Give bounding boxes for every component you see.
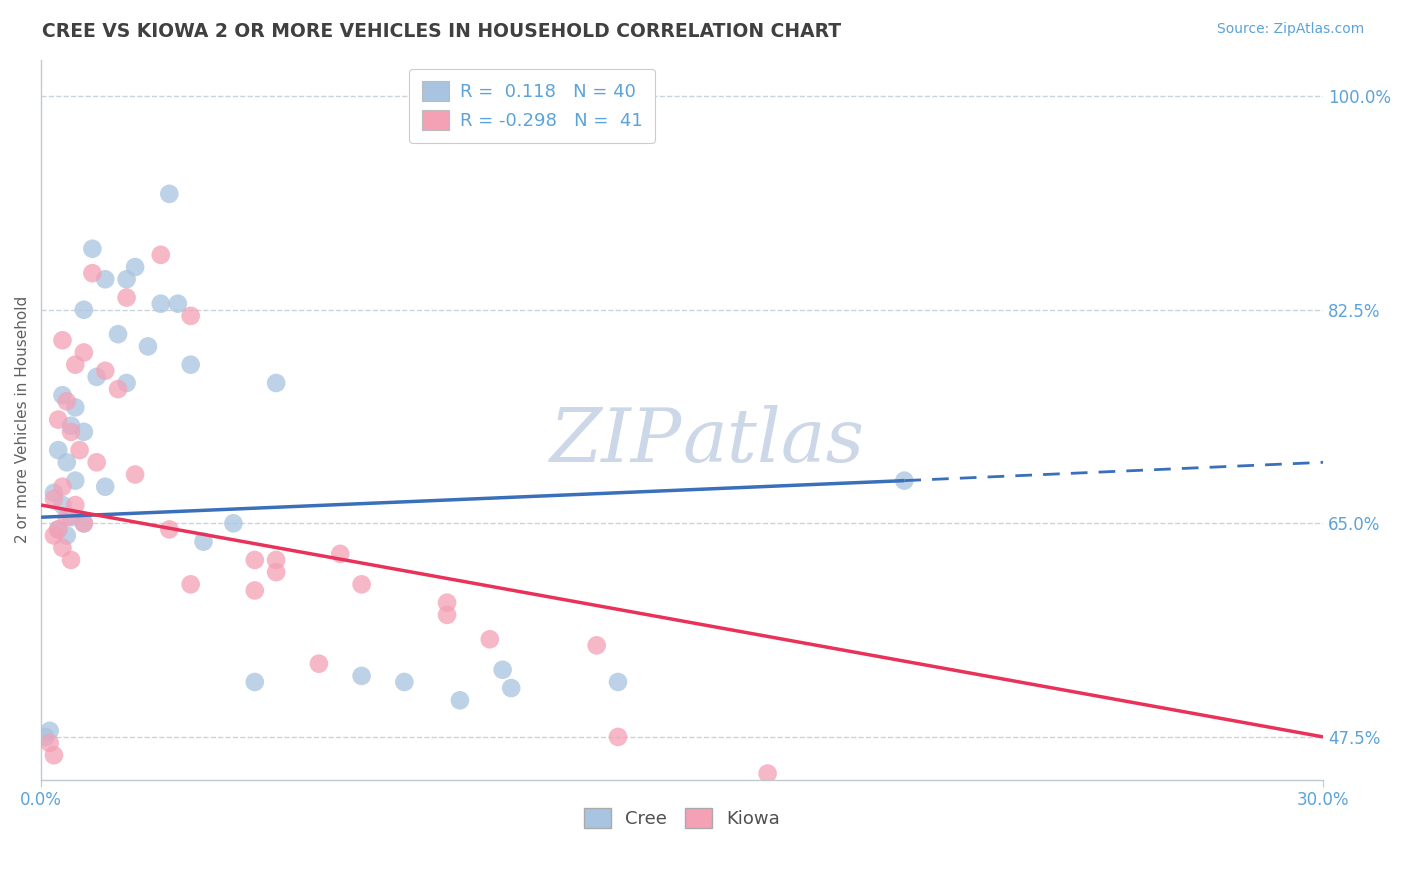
Point xyxy=(42,528,65,542)
Point xyxy=(86,370,108,384)
Point xyxy=(60,553,83,567)
Point xyxy=(115,291,138,305)
Point xyxy=(42,748,65,763)
Point xyxy=(65,358,87,372)
Point xyxy=(585,639,607,653)
Point xyxy=(350,669,373,683)
Point xyxy=(46,523,69,537)
Point xyxy=(73,425,96,439)
Point xyxy=(60,510,83,524)
Point xyxy=(60,418,83,433)
Point xyxy=(82,242,104,256)
Text: atlas: atlas xyxy=(682,405,865,477)
Point xyxy=(436,596,458,610)
Point xyxy=(65,401,87,415)
Point xyxy=(69,443,91,458)
Point xyxy=(38,736,60,750)
Point xyxy=(350,577,373,591)
Point xyxy=(55,510,77,524)
Point xyxy=(65,474,87,488)
Point xyxy=(124,467,146,482)
Text: CREE VS KIOWA 2 OR MORE VEHICLES IN HOUSEHOLD CORRELATION CHART: CREE VS KIOWA 2 OR MORE VEHICLES IN HOUS… xyxy=(42,22,841,41)
Point xyxy=(449,693,471,707)
Point xyxy=(180,358,202,372)
Legend: Cree, Kiowa: Cree, Kiowa xyxy=(576,801,787,836)
Point xyxy=(167,296,190,310)
Point xyxy=(60,425,83,439)
Point xyxy=(51,498,73,512)
Point xyxy=(42,491,65,506)
Point xyxy=(94,480,117,494)
Point xyxy=(65,498,87,512)
Point xyxy=(107,327,129,342)
Point xyxy=(149,296,172,310)
Point xyxy=(55,455,77,469)
Text: ZIP: ZIP xyxy=(550,405,682,477)
Point xyxy=(73,302,96,317)
Point xyxy=(115,272,138,286)
Point xyxy=(436,607,458,622)
Point xyxy=(73,345,96,359)
Point xyxy=(329,547,352,561)
Point xyxy=(82,266,104,280)
Point xyxy=(157,523,180,537)
Point xyxy=(893,474,915,488)
Y-axis label: 2 or more Vehicles in Household: 2 or more Vehicles in Household xyxy=(15,296,30,543)
Point xyxy=(94,272,117,286)
Point xyxy=(607,730,630,744)
Point xyxy=(73,516,96,531)
Point xyxy=(264,553,287,567)
Point xyxy=(478,632,501,647)
Point xyxy=(46,443,69,458)
Point xyxy=(55,528,77,542)
Point xyxy=(501,681,523,695)
Point xyxy=(42,485,65,500)
Point xyxy=(86,455,108,469)
Point xyxy=(607,675,630,690)
Point xyxy=(264,376,287,390)
Point xyxy=(55,394,77,409)
Point xyxy=(51,388,73,402)
Point xyxy=(243,583,266,598)
Point xyxy=(193,534,215,549)
Point xyxy=(394,675,416,690)
Point xyxy=(149,248,172,262)
Point xyxy=(94,364,117,378)
Point xyxy=(180,309,202,323)
Point xyxy=(73,516,96,531)
Point xyxy=(46,412,69,426)
Point xyxy=(136,339,159,353)
Point xyxy=(107,382,129,396)
Text: Source: ZipAtlas.com: Source: ZipAtlas.com xyxy=(1216,22,1364,37)
Point xyxy=(222,516,245,531)
Point xyxy=(756,766,779,780)
Point xyxy=(243,675,266,690)
Point xyxy=(243,553,266,567)
Point xyxy=(124,260,146,274)
Point xyxy=(38,723,60,738)
Point xyxy=(46,523,69,537)
Point xyxy=(115,376,138,390)
Point xyxy=(34,730,56,744)
Point xyxy=(308,657,330,671)
Point xyxy=(157,186,180,201)
Point xyxy=(264,565,287,579)
Point xyxy=(51,333,73,347)
Point xyxy=(491,663,513,677)
Point xyxy=(51,541,73,555)
Point xyxy=(51,480,73,494)
Point xyxy=(180,577,202,591)
